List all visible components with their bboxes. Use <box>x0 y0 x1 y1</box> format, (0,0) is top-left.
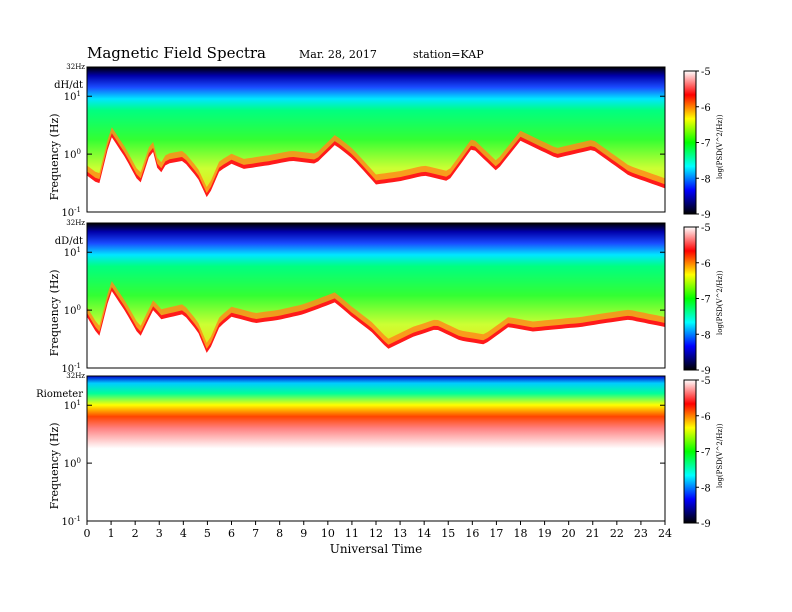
colorbar-tick-label: -5 <box>701 67 711 78</box>
colorbar: -5 -6 -7 -8 -9 log(PSD(V^2/Hz)) <box>683 67 724 221</box>
chart-title: Magnetic Field Spectra <box>87 44 266 62</box>
y-top-label: 32Hz <box>66 219 85 227</box>
x-tick-label: 23 <box>634 527 648 540</box>
y-axis-label: Frequency (Hz) <box>48 422 61 509</box>
panel-label: dH/dt <box>54 80 83 91</box>
colorbar-tick-label: -7 <box>701 448 711 459</box>
colorbar-label: log(PSD(V^2/Hz)) <box>716 114 724 179</box>
chart-station: station=KAP <box>413 48 484 61</box>
panel-riometer: 101 100 10-1 32Hz Riometer Frequency (Hz) -5 -6… <box>36 372 724 530</box>
colorbar-scale <box>683 379 697 524</box>
colorbar-tick-label: -9 <box>701 366 711 377</box>
y-tick-label: 10-1 <box>61 515 81 528</box>
x-tick-label: 4 <box>180 527 187 540</box>
colorbar-label: log(PSD(V^2/Hz)) <box>716 270 724 335</box>
panel-label: dD/dt <box>55 236 83 247</box>
x-tick-label: 18 <box>514 527 528 540</box>
low-power-region <box>87 137 665 212</box>
x-axis-label: Universal Time <box>330 542 423 556</box>
x-tick-label: 13 <box>393 527 407 540</box>
colorbar-scale <box>683 70 697 215</box>
x-tick-label: 11 <box>345 527 359 540</box>
colorbar-tick-label: -8 <box>701 330 711 341</box>
y-tick-label: 101 <box>64 90 81 103</box>
colorbar-tick-label: -9 <box>701 210 711 221</box>
panel-label: Riometer <box>36 389 83 400</box>
x-tick-label: 6 <box>228 527 235 540</box>
panel-frame <box>86 66 666 213</box>
colorbar: -5 -6 -7 -8 -9 log(PSD(V^2/Hz)) <box>683 376 724 530</box>
chart-date: Mar. 28, 2017 <box>299 48 377 61</box>
y-axis-label: Frequency (Hz) <box>48 113 61 200</box>
x-tick-label: 0 <box>84 527 91 540</box>
x-tick-label: 3 <box>156 527 163 540</box>
colorbar-tick-label: -9 <box>701 519 711 530</box>
x-tick-label: 2 <box>132 527 139 540</box>
x-tick-label: 8 <box>276 527 283 540</box>
x-tick-label: 16 <box>465 527 479 540</box>
x-tick-label: 22 <box>610 527 624 540</box>
x-tick-label: 14 <box>417 527 431 540</box>
x-tick-label: 1 <box>108 527 115 540</box>
y-axis-label: Frequency (Hz) <box>48 269 61 356</box>
x-tick-label: 17 <box>489 527 503 540</box>
y-tick-label: 10-1 <box>61 206 81 219</box>
y-tick-label: 10-1 <box>61 362 81 375</box>
colorbar-tick-label: -8 <box>701 174 711 185</box>
x-tick-label: 15 <box>441 527 455 540</box>
x-tick-label: 21 <box>586 527 600 540</box>
colorbar-tick-label: -5 <box>701 376 711 387</box>
colorbar-scale <box>683 226 697 371</box>
x-tick-label: 5 <box>204 527 211 540</box>
y-tick-label: 100 <box>64 304 81 317</box>
x-tick-label: 20 <box>562 527 576 540</box>
y-top-label: 32Hz <box>66 63 85 71</box>
panel-frame <box>86 222 666 369</box>
colorbar-tick-label: -5 <box>701 223 711 234</box>
colorbar-tick-label: -6 <box>701 103 711 114</box>
spectrogram-background <box>87 376 665 521</box>
y-top-label: 32Hz <box>66 372 85 380</box>
colorbar-tick-label: -7 <box>701 139 711 150</box>
y-tick-label: 100 <box>64 457 81 470</box>
colorbar-tick-label: -6 <box>701 412 711 423</box>
y-tick-label: 101 <box>64 399 81 412</box>
colorbar-label: log(PSD(V^2/Hz)) <box>716 423 724 488</box>
colorbar: -5 -6 -7 -8 -9 log(PSD(V^2/Hz)) <box>683 223 724 377</box>
x-tick-label: 7 <box>252 527 259 540</box>
x-tick-label: 19 <box>538 527 552 540</box>
x-tick-label: 24 <box>658 527 672 540</box>
colorbar-tick-label: -8 <box>701 483 711 494</box>
y-tick-label: 101 <box>64 246 81 259</box>
x-tick-label: 12 <box>369 527 383 540</box>
colorbar-tick-label: -6 <box>701 259 711 270</box>
x-tick-label: 9 <box>300 527 307 540</box>
x-tick-label: 10 <box>321 527 335 540</box>
colorbar-tick-label: -7 <box>701 295 711 306</box>
y-tick-label: 100 <box>64 148 81 161</box>
low-power-region <box>87 291 665 368</box>
